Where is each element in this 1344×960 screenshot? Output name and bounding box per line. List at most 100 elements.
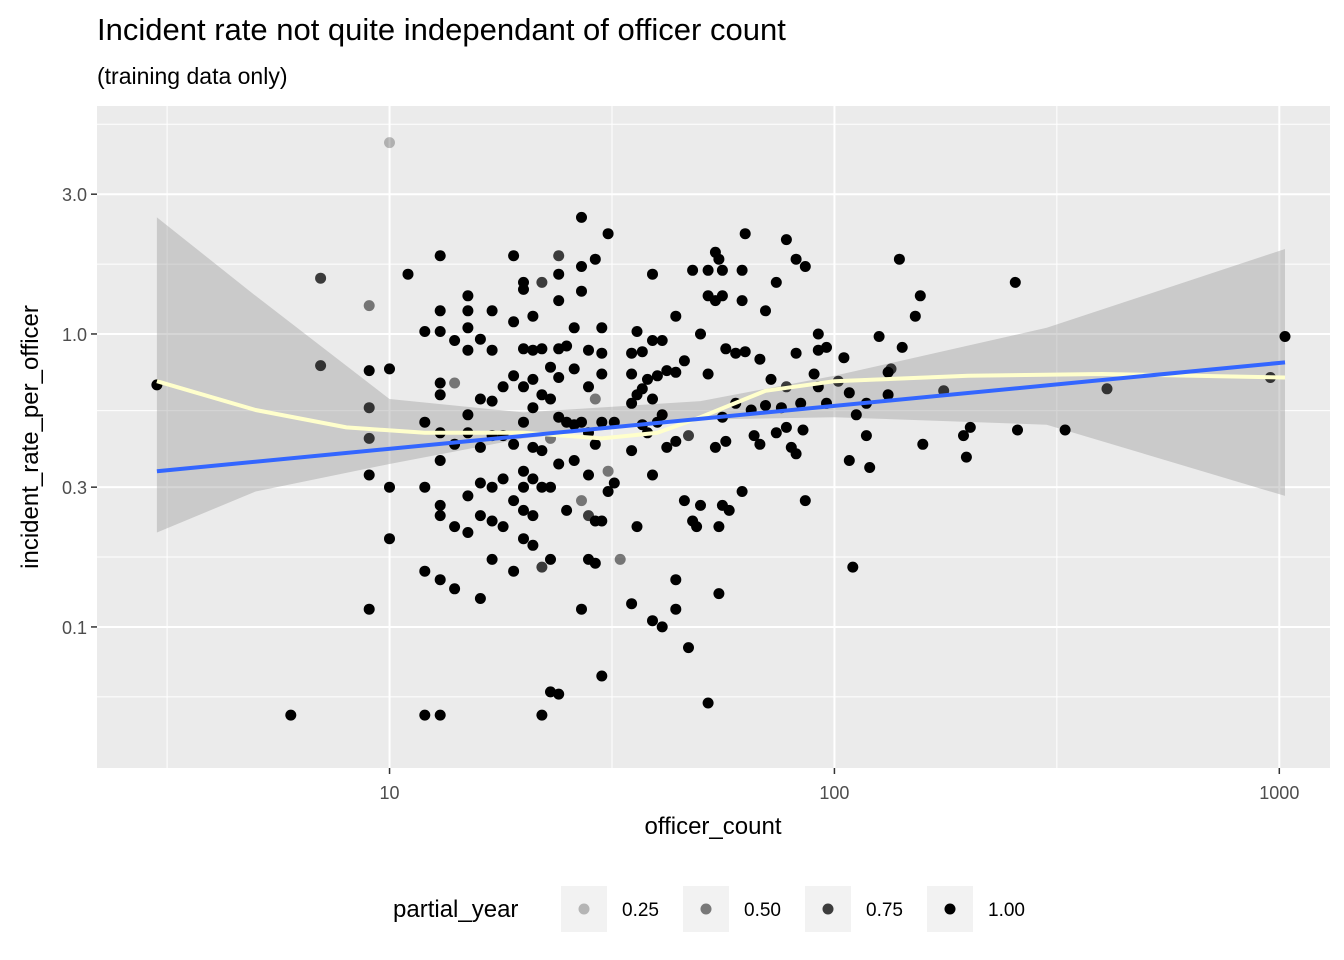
- data-point: [596, 347, 608, 359]
- data-point: [536, 343, 548, 355]
- data-point: [508, 438, 520, 450]
- data-point: [589, 557, 601, 569]
- data-point: [790, 253, 802, 265]
- data-point: [434, 510, 446, 522]
- data-point: [723, 504, 735, 516]
- data-point: [589, 438, 601, 450]
- data-point: [661, 365, 673, 377]
- data-point: [536, 389, 548, 401]
- data-point: [596, 322, 608, 334]
- data-point: [670, 435, 682, 447]
- data-point: [518, 343, 529, 355]
- legend-label: 0.50: [744, 900, 781, 921]
- data-point: [553, 250, 565, 262]
- data-point: [527, 441, 539, 453]
- data-point: [647, 335, 658, 346]
- data-point: [702, 368, 714, 380]
- data-point: [1059, 424, 1071, 436]
- data-point: [799, 261, 811, 272]
- chart-title: Incident rate not quite independant of o…: [97, 12, 786, 47]
- data-point: [363, 365, 375, 377]
- legend-label: 1.00: [988, 900, 1025, 921]
- data-point: [626, 347, 638, 359]
- data-point: [536, 481, 548, 493]
- data-point: [754, 353, 766, 365]
- data-point: [850, 409, 862, 421]
- data-point: [419, 481, 431, 493]
- confidence-band: [156, 217, 1285, 533]
- data-point: [545, 361, 556, 373]
- data-point: [748, 430, 760, 442]
- data-point: [614, 553, 626, 565]
- confidence-band-area: [156, 217, 1285, 533]
- data-point: [474, 510, 486, 522]
- data-point: [536, 709, 548, 721]
- data-point: [527, 310, 539, 322]
- data-point: [474, 593, 486, 604]
- data-point: [363, 300, 375, 312]
- data-point: [713, 521, 725, 533]
- legend-label: 0.75: [866, 900, 903, 921]
- data-point: [790, 448, 802, 460]
- data-point: [402, 268, 414, 280]
- data-point: [713, 588, 725, 600]
- data-point: [838, 352, 850, 364]
- y-tick-label: 0.1: [62, 618, 87, 638]
- y-tick-label: 3.0: [62, 185, 87, 205]
- data-point: [462, 490, 474, 502]
- loess-fit-line: [156, 372, 1286, 441]
- data-point: [561, 504, 573, 516]
- y-tick-label: 0.3: [62, 478, 87, 498]
- data-point: [608, 477, 620, 489]
- data-point: [545, 481, 556, 493]
- data-point: [363, 432, 375, 444]
- data-point: [449, 377, 461, 389]
- data-point: [602, 465, 614, 477]
- data-point: [647, 615, 658, 627]
- data-point: [960, 451, 972, 463]
- data-point: [508, 565, 520, 577]
- data-point: [434, 574, 446, 586]
- data-point: [518, 533, 529, 545]
- legend-key-point: [944, 903, 956, 915]
- data-point: [596, 670, 608, 682]
- data-point: [474, 393, 486, 405]
- data-point: [462, 344, 474, 356]
- data-point: [285, 709, 297, 721]
- data-point: [602, 228, 614, 240]
- fit-lines: [156, 360, 1286, 474]
- legend-title: partial_year: [393, 896, 518, 923]
- data-point: [964, 421, 976, 433]
- data-point: [896, 341, 908, 353]
- data-point: [790, 347, 802, 359]
- data-point: [497, 521, 509, 533]
- data-point: [683, 430, 694, 442]
- legend-label: 0.25: [622, 900, 659, 921]
- data-point: [661, 441, 673, 453]
- data-point: [434, 250, 446, 262]
- data-point: [462, 290, 474, 302]
- data-point: [647, 469, 658, 481]
- data-point: [462, 527, 474, 538]
- data-point: [739, 228, 751, 240]
- data-point: [568, 322, 580, 334]
- data-point: [449, 335, 461, 346]
- data-point: [647, 393, 658, 405]
- data-point: [736, 295, 748, 307]
- data-point: [462, 409, 474, 421]
- data-point: [626, 397, 638, 409]
- data-point: [596, 515, 608, 527]
- data-point: [583, 469, 594, 481]
- data-point: [670, 366, 682, 378]
- data-point: [568, 363, 580, 375]
- data-point: [518, 381, 529, 393]
- data-point: [518, 416, 529, 428]
- data-point: [812, 328, 824, 340]
- data-point: [576, 603, 587, 615]
- data-point: [631, 326, 643, 337]
- data-point: [847, 561, 859, 573]
- data-point: [527, 510, 539, 522]
- data-point: [434, 455, 446, 466]
- data-point: [545, 553, 556, 565]
- data-point: [545, 393, 556, 405]
